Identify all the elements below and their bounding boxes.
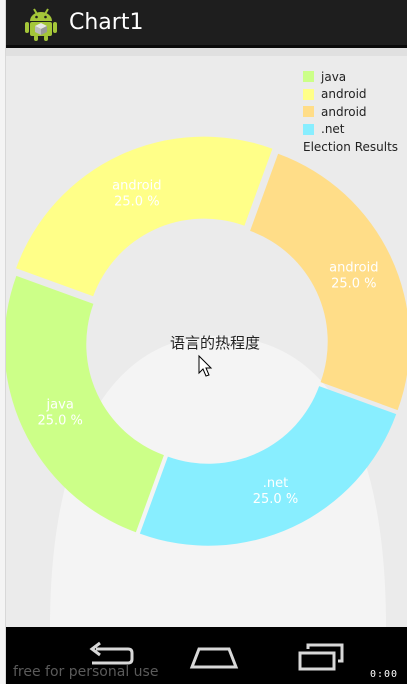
legend-item: .net <box>303 121 367 139</box>
actionbar-shadow <box>6 48 407 56</box>
clock: 0:00 <box>370 669 399 680</box>
pie-slice[interactable] <box>250 153 407 411</box>
legend-swatch <box>303 88 314 100</box>
recents-icon[interactable] <box>296 639 346 673</box>
app-title: Chart1 <box>69 10 144 35</box>
android-app-icon[interactable] <box>24 6 58 42</box>
legend-label: .net <box>321 122 345 137</box>
pie-slice[interactable] <box>139 386 397 546</box>
legend-swatch <box>303 123 314 135</box>
slice-value-label: 25.0 % <box>253 492 298 507</box>
legend-item: java <box>303 68 367 86</box>
legend-label: android <box>321 87 367 102</box>
pie-slice[interactable] <box>6 275 164 533</box>
legend-item: android <box>303 86 367 104</box>
chart-area: java 25.0 % .net 25.0 % android 25.0 % android… <box>6 56 407 627</box>
legend-swatch <box>303 106 314 118</box>
slice-value-label: 25.0 % <box>114 195 159 210</box>
pie-slice[interactable] <box>16 136 273 297</box>
slice-label: android <box>112 179 161 194</box>
legend-swatch <box>303 71 314 83</box>
slice-label: java <box>46 397 74 412</box>
watermark-text: free for personal use <box>13 664 159 680</box>
slice-label: android <box>329 261 378 276</box>
home-icon[interactable] <box>189 639 239 673</box>
slice-label: .net <box>263 476 288 491</box>
legend-description: Election Results <box>303 140 399 154</box>
back-icon[interactable] <box>84 639 134 673</box>
slice-value-label: 25.0 % <box>37 413 82 428</box>
legend-label: java <box>321 69 347 84</box>
mouse-cursor-icon <box>198 354 213 377</box>
legend-item: android <box>303 103 367 121</box>
legend-label: android <box>321 104 367 119</box>
chart-center-title: 语言的热程度 <box>170 334 260 352</box>
action-bar: Chart1 <box>6 0 407 48</box>
slice-value-label: 25.0 % <box>331 277 376 292</box>
legend: java android android .net <box>303 68 367 138</box>
navigation-bar <box>6 627 407 684</box>
